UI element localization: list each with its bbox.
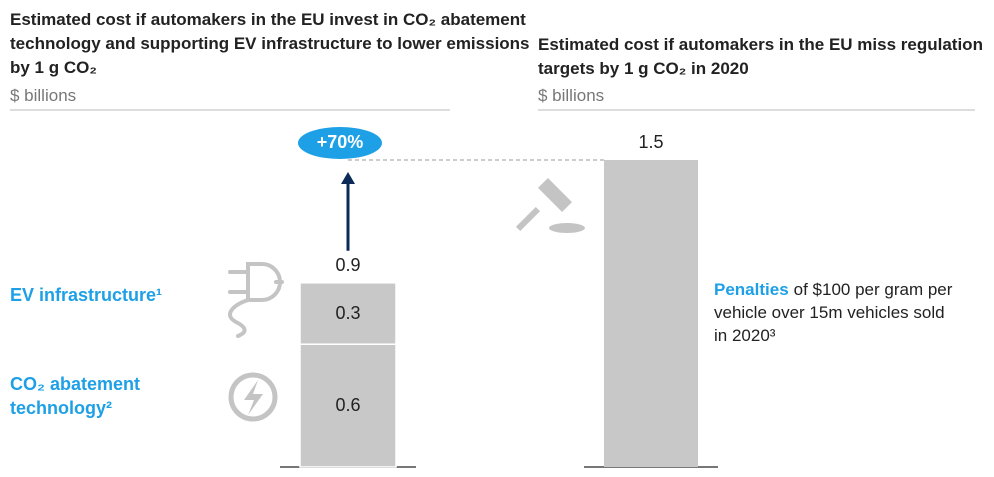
annotation: +70% [316,132,364,152]
subtitle: $ billions [538,86,605,105]
chart-title: Estimated cost if automakers in the EU i… [10,10,530,77]
bolt-icon [228,372,278,422]
bar-segment [299,282,397,345]
chart-title: Estimated cost if automakers in the EU m… [538,35,983,78]
arrow-head [341,172,355,184]
plug-icon [228,262,284,338]
annotation-bubble [298,127,382,159]
bar-segment [299,343,397,468]
total-label: 0.9 [335,254,361,275]
bar [604,160,698,467]
annotation: Penalties of $100 per gram per vehicle ov… [714,278,954,347]
segment-label: 0.3 [335,302,361,323]
annotation-highlight: Penalties [714,280,789,299]
value-label: 1.5 [638,132,664,152]
subtitle: $ billions [10,86,77,105]
gavel-icon [515,178,585,233]
legend-label: EV infrastructure¹ [10,285,163,305]
legend-label: CO₂ abatement technology² [10,374,141,418]
annotation-text: of $100 per gram per vehicle over 15m ve… [714,280,953,345]
segment-label: 0.6 [335,394,361,415]
